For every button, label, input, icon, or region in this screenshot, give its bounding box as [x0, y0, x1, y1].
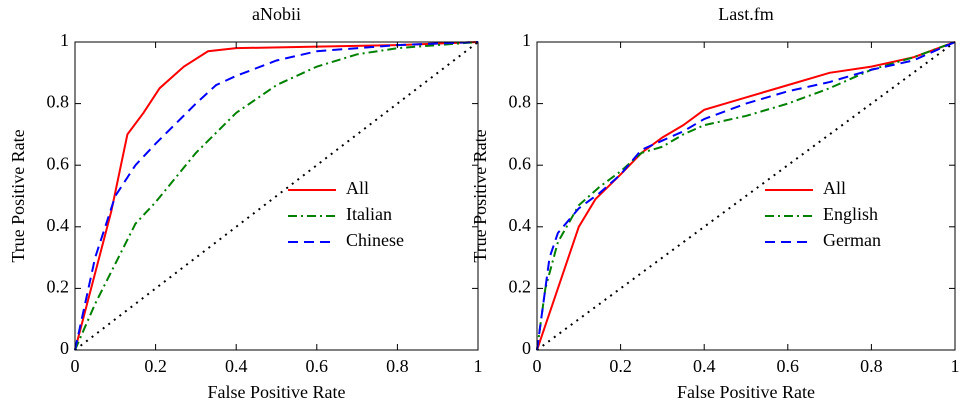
x-tick-label: 0.8 — [386, 356, 409, 376]
x-tick-label: 0.2 — [609, 356, 632, 376]
y-tick-label: 1 — [522, 30, 531, 50]
y-tick-label: 0.6 — [509, 153, 532, 173]
y-tick-label: 0.4 — [509, 215, 532, 235]
y-tick-label: 0.8 — [509, 92, 532, 112]
legend-label: German — [823, 230, 881, 250]
legend-label: All — [346, 178, 369, 198]
chart-title: Last.fm — [718, 4, 774, 24]
roc-line — [74, 41, 479, 351]
roc-line — [536, 41, 956, 351]
roc-line — [74, 41, 479, 351]
x-tick-label: 0.4 — [225, 356, 248, 376]
x-tick-label: 0 — [71, 356, 80, 376]
x-tick-label: 0.6 — [306, 356, 329, 376]
y-tick-label: 0 — [522, 338, 531, 358]
legend-label: All — [823, 178, 846, 198]
roc-line — [536, 41, 956, 351]
y-axis-label: True Positive Rate — [8, 129, 28, 262]
legend-label: English — [823, 204, 878, 224]
chart-title: aNobii — [252, 4, 301, 24]
y-tick-label: 0.2 — [47, 277, 70, 297]
roc-line — [74, 41, 479, 351]
y-tick-label: 0.6 — [47, 153, 70, 173]
diagonal — [74, 41, 479, 351]
x-tick-label: 1 — [474, 356, 483, 376]
y-tick-label: 0.8 — [47, 92, 70, 112]
x-tick-label: 0.2 — [144, 356, 167, 376]
x-tick-label: 0 — [533, 356, 542, 376]
y-tick-label: 0.4 — [47, 215, 70, 235]
x-axis-label: False Positive Rate — [208, 382, 346, 402]
axes-frame — [536, 41, 956, 351]
x-axis-label: False Positive Rate — [677, 382, 815, 402]
y-axis-label: True Positive Rate — [470, 129, 490, 262]
axes-frame — [74, 41, 479, 351]
y-tick-label: 1 — [60, 30, 69, 50]
x-tick-label: 0.8 — [860, 356, 883, 376]
x-tick-label: 0.6 — [777, 356, 800, 376]
roc-line — [536, 41, 956, 351]
y-tick-label: 0 — [60, 338, 69, 358]
diagonal — [536, 41, 956, 351]
legend-label: Italian — [346, 204, 392, 224]
x-tick-label: 1 — [951, 356, 960, 376]
y-tick-label: 0.2 — [509, 277, 532, 297]
legend-label: Chinese — [346, 230, 404, 250]
x-tick-label: 0.4 — [693, 356, 716, 376]
